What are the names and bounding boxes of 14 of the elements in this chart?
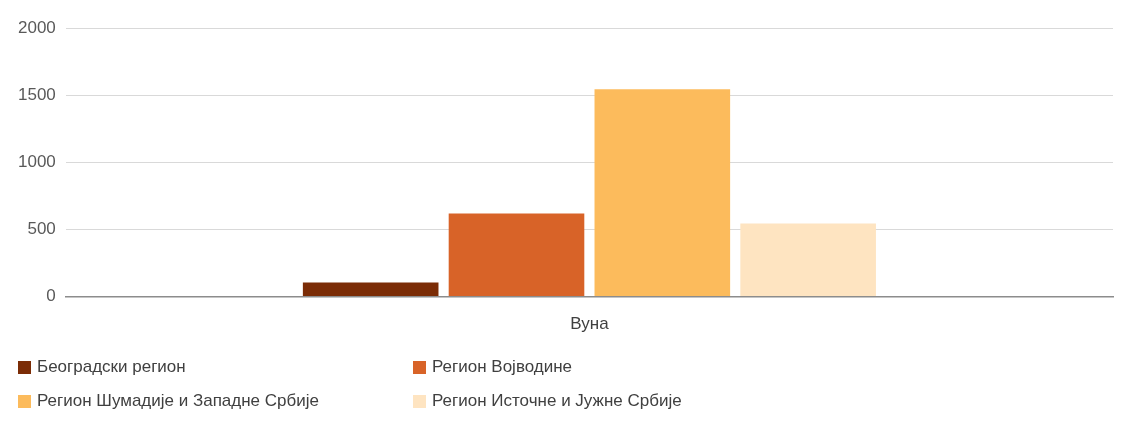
legend-label: Регион Источне и Јужне Србије <box>432 391 682 411</box>
y-tick-label: 0 <box>46 286 56 306</box>
bar <box>740 223 876 297</box>
bar <box>448 213 585 297</box>
legend-label: Регион Војводине <box>432 357 573 377</box>
y-tick-label: 1500 <box>17 84 56 104</box>
y-tick-label: 2000 <box>17 17 56 37</box>
y-tick-label: 500 <box>27 219 56 239</box>
legend-label: Регион Шумадије и Западне Србије <box>37 391 319 411</box>
bar <box>594 89 731 297</box>
y-tick-label: 1000 <box>17 152 56 172</box>
x-tick-label: Вуна <box>570 314 610 334</box>
bar <box>302 282 439 297</box>
legend-label: Београдски регион <box>37 357 186 377</box>
